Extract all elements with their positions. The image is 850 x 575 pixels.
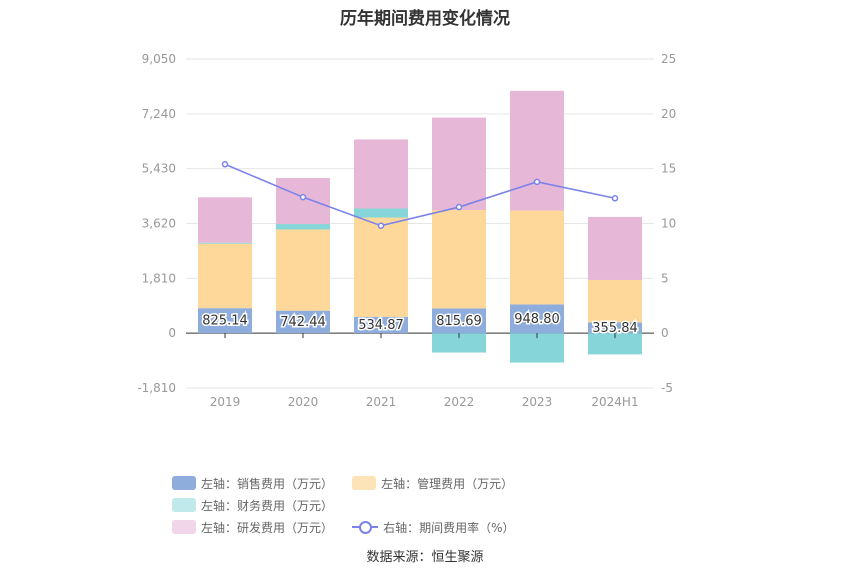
legend-line-rate-icon (352, 520, 379, 534)
bar-segment-3 (588, 216, 642, 280)
legend-item-rd[interactable]: 左轴：研发费用（万元） (172, 516, 333, 538)
x-axis-tick-label: 2021 (366, 395, 397, 409)
rate-line (224, 163, 616, 227)
bar-segment-0 (588, 322, 642, 334)
left-axis-tick-label: 0 (168, 326, 176, 340)
legend-item-admin[interactable]: 左轴：管理费用（万元） (352, 472, 513, 494)
legend-label-admin: 左轴：管理费用（万元） (381, 476, 514, 491)
bar-data-label: 948.80 (514, 312, 560, 327)
legend-swatch-sales (172, 476, 196, 490)
bar-segment-2 (198, 242, 252, 244)
rate-point (533, 178, 541, 186)
bar-segment-3 (354, 139, 408, 209)
bar-segment-1 (510, 210, 564, 305)
bar-segment-0 (276, 310, 330, 334)
left-axis-tick-label: 7,240 (142, 107, 176, 121)
line-layer (221, 161, 619, 229)
bar-segment-1 (354, 217, 408, 317)
legend-label-finance: 左轴：财务费用（万元） (201, 498, 334, 513)
left-axis-tick-label: 9,050 (142, 52, 176, 66)
rate-point (377, 222, 385, 229)
x-axis-tick-label: 2024H1 (591, 395, 638, 409)
right-axis-tick-label: 0 (661, 326, 669, 340)
x-axis-tick-label: 2019 (210, 395, 241, 409)
x-axis-tick-label: 2023 (522, 395, 553, 409)
right-axis-tick-label: 5 (661, 271, 669, 285)
bar-segment-1 (432, 209, 486, 309)
axis-layer: 9,050 25 7,240 20 5,430 15 3,620 10 1,810 5 0 0 -1,8… (137, 52, 676, 409)
legend-item-sales[interactable]: 左轴：销售费用（万元） (172, 472, 333, 494)
source-note: 数据来源：恒生聚源 (366, 550, 484, 565)
legend-label-rate: 右轴：期间费用率（%） (383, 520, 515, 535)
bar-segment-0 (432, 308, 486, 334)
legend-swatch-admin (352, 476, 377, 490)
grid-layer (186, 58, 654, 389)
bar-segment-3 (198, 197, 252, 243)
bar-data-label: 355.84 (592, 321, 638, 336)
bar-segment-1 (588, 279, 642, 323)
bar-data-label: 815.69 (436, 314, 482, 329)
left-axis-tick-label: 3,620 (142, 217, 176, 231)
legend-swatch-rd (172, 520, 196, 534)
bar-segment-1 (198, 243, 252, 309)
bar-segment-2 (276, 224, 330, 230)
bar-segment-0 (198, 308, 252, 334)
right-axis-tick-label: 10 (661, 217, 676, 231)
bar-segment-3 (432, 117, 486, 210)
bar-segment-3 (510, 90, 564, 211)
left-axis-tick-label: 1,810 (142, 271, 176, 285)
legend-label-rd: 左轴：研发费用（万元） (201, 520, 334, 535)
bar-data-label: 742.44 (280, 315, 326, 330)
rate-point (299, 193, 307, 201)
x-axis-tick-label: 2022 (444, 395, 475, 409)
legend: 左轴：销售费用（万元） 左轴：管理费用（万元） 左轴：财务费用（万元） 左轴：研… (172, 472, 692, 538)
bar-segment-0 (510, 304, 564, 334)
bar-data-label: 534.87 (358, 318, 404, 333)
bar-segment-2 (354, 208, 408, 218)
rate-point (611, 195, 619, 202)
legend-item-rate[interactable]: 右轴：期间费用率（%） (352, 516, 515, 538)
bar-layer: 825.14 742.44 534.87 815.69 948.80 355.84 (198, 90, 642, 363)
right-axis-tick-label: -5 (661, 381, 673, 395)
bar-segment-0 (354, 316, 408, 334)
rate-point (455, 203, 463, 211)
legend-item-finance[interactable]: 左轴：财务费用（万元） (172, 494, 333, 516)
right-axis-tick-label: 20 (661, 107, 676, 121)
bar-segment-2 (432, 333, 486, 353)
chart-title: 历年期间费用变化情况 (340, 9, 510, 29)
right-axis-tick-label: 15 (661, 162, 676, 176)
bar-segment-1 (276, 229, 330, 311)
legend-label-sales: 左轴：销售费用（万元） (201, 476, 334, 491)
right-axis-tick-label: 25 (661, 52, 676, 66)
legend-swatch-finance (172, 498, 196, 512)
bar-segment-2 (588, 333, 642, 355)
rate-point (221, 161, 229, 168)
left-axis-tick-label: -1,810 (137, 381, 176, 395)
bar-segment-3 (276, 177, 330, 225)
x-axis-tick-label: 2020 (288, 395, 319, 409)
left-axis-tick-label: 5,430 (142, 162, 176, 176)
bar-data-label: 825.14 (202, 314, 248, 329)
